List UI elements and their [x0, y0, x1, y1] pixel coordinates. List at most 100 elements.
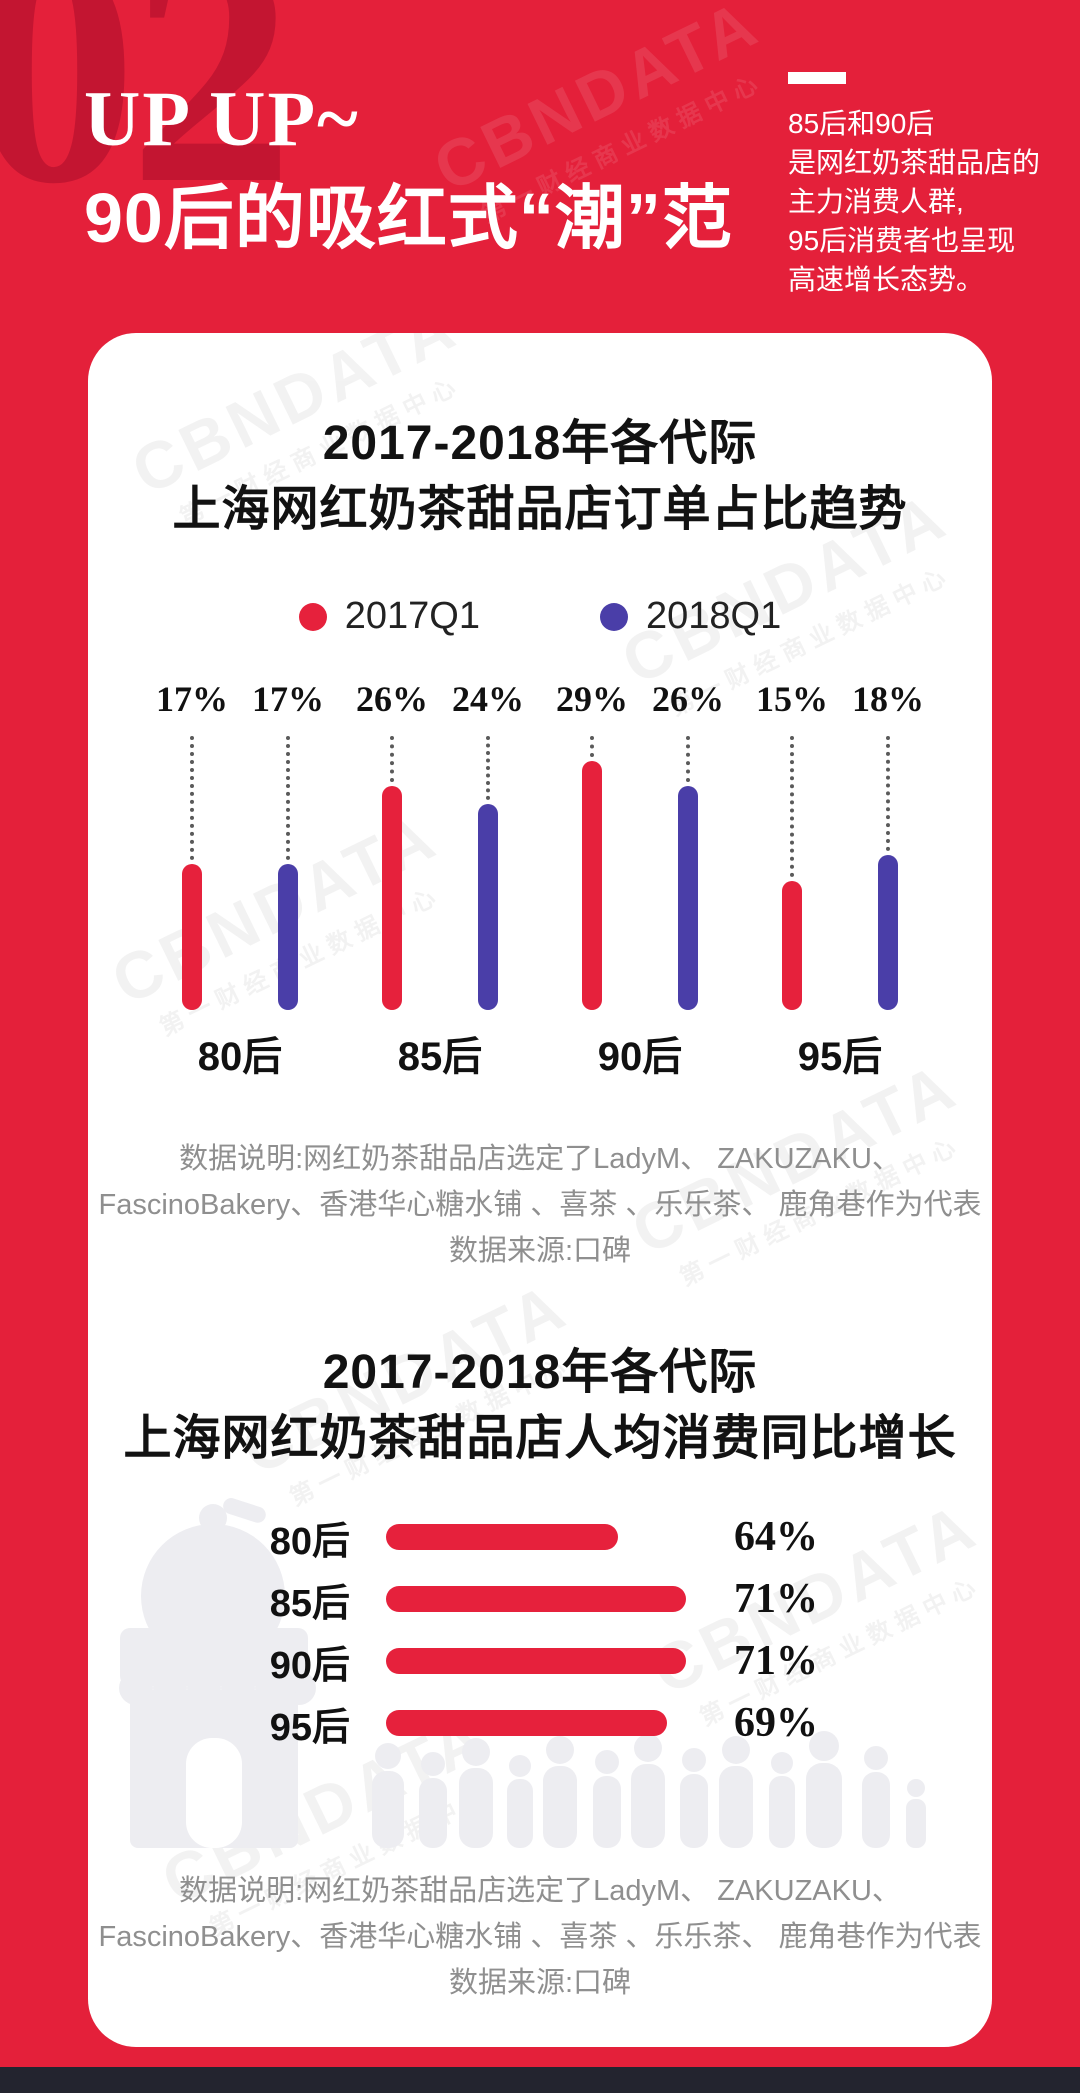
dotted-leader [790, 736, 794, 877]
bar-value-label: 64% [734, 1514, 818, 1560]
dotted-leader [486, 736, 490, 800]
vbar-group: 15% 18% 95后 [740, 678, 940, 1082]
bar-value-label: 15% [756, 679, 828, 719]
legend-item-2017q1: 2017Q1 [298, 595, 480, 638]
page-title-line2: 90后的吸红式“潮”范 [84, 178, 733, 257]
category-label: 85后 [397, 1035, 483, 1079]
bar [382, 786, 402, 1010]
bar [582, 761, 602, 1010]
bar-value-label: 17% [252, 679, 324, 719]
legend-dot-2017q1 [298, 602, 327, 631]
vbar-pair: 29% 26% [555, 678, 725, 1010]
vbar-group: 29% 26% 90后 [540, 678, 740, 1082]
bar [182, 864, 202, 1010]
note-line: 数据来源:口碑 [448, 1235, 632, 1267]
vbar-pair: 26% 24% [355, 678, 525, 1010]
bar-value-label: 17% [156, 679, 228, 719]
hbar-row: 85后 71% [220, 1568, 860, 1630]
chart2-notes: 数据说明:网红奶茶甜品店选定了LadyM、 ZAKUZAKU、 FascinoB… [88, 1868, 992, 2006]
intro-line: 95后消费者也呈现 [788, 225, 1016, 256]
hbar-zone [386, 1586, 706, 1612]
bar-value-label: 71% [734, 1638, 818, 1684]
vbar-column: 15% [755, 678, 829, 1010]
bar [386, 1648, 686, 1674]
dotted-leader [686, 736, 690, 782]
hbar-chart-section: 80后 64% 85后 71% 90后 71% 95后 69% [88, 1498, 992, 1848]
bar-value-label: 69% [734, 1700, 818, 1746]
vbar-column: 18% [851, 678, 925, 1010]
legend-item-2018q1: 2018Q1 [600, 595, 781, 638]
chart1-title-line1: 2017-2018年各代际 [322, 417, 758, 470]
note-line: FascinoBakery、香港华心糖水铺 、喜茶 、乐乐茶、 鹿角巷作为代表 [98, 1921, 982, 1953]
legend-dot-2018q1 [600, 602, 628, 631]
bar [386, 1524, 618, 1550]
bar [478, 804, 498, 1010]
dotted-leader [886, 736, 890, 851]
vbar-pair: 15% 18% [755, 678, 925, 1010]
note-line: 数据来源:口碑 [448, 1967, 632, 1999]
dessert-shop-and-queue-illustration [119, 1498, 926, 1848]
chart1-legend: 2017Q1 2018Q1 [88, 595, 992, 638]
hbar-zone [386, 1710, 706, 1736]
category-label: 90后 [269, 1644, 350, 1687]
dotted-leader [286, 736, 290, 860]
bar-value-label: 24% [452, 679, 524, 719]
bar-value-label: 26% [652, 679, 724, 719]
vbar-column: 26% [355, 678, 429, 1010]
vbar-group: 26% 24% 85后 [340, 678, 540, 1082]
bar [878, 855, 898, 1010]
bar [386, 1586, 686, 1612]
intro-dash [788, 72, 846, 84]
section-number: 02 [0, 0, 294, 252]
vbar-column: 24% [451, 678, 525, 1010]
category-label: 80后 [269, 1520, 350, 1563]
chart2-title-line2: 上海网红奶茶甜品店人均消费同比增长 [123, 1412, 957, 1465]
note-line: FascinoBakery、香港华心糖水铺 、喜茶 、乐乐茶、 鹿角巷作为代表 [98, 1189, 982, 1221]
note-line: 数据说明:网红奶茶甜品店选定了LadyM、 ZAKUZAKU、 [179, 1875, 901, 1907]
bar [782, 881, 802, 1010]
page-title-line1: UP UP~ [84, 75, 360, 162]
dotted-leader [390, 736, 394, 782]
vbar-column: 29% [555, 678, 629, 1010]
bar [678, 786, 698, 1010]
dotted-leader [590, 736, 594, 757]
dotted-leader [190, 736, 194, 860]
vbar-pair: 17% 17% [155, 678, 325, 1010]
chart1-title: 2017-2018年各代际 上海网红奶茶甜品店订单占比趋势 [88, 333, 992, 543]
hbar-row: 95后 69% [220, 1692, 860, 1754]
vbar-column: 26% [651, 678, 725, 1010]
hbar-zone [386, 1648, 706, 1674]
vbar-chart: 17% 17% 80后 26% 24% 85后 29% 26% 90后 15% 18% 95后 [88, 678, 992, 1082]
intro-line: 85后和90后 [788, 108, 935, 139]
category-label: 85后 [269, 1582, 350, 1625]
bar-value-label: 29% [556, 679, 628, 719]
chart1-notes: 数据说明:网红奶茶甜品店选定了LadyM、 ZAKUZAKU、 FascinoB… [88, 1136, 992, 1274]
bar-value-label: 71% [734, 1576, 818, 1622]
chart2-title: 2017-2018年各代际 上海网红奶茶甜品店人均消费同比增长 [88, 1340, 992, 1472]
vbar-group: 17% 17% 80后 [140, 678, 340, 1082]
hbar-row: 80后 64% [220, 1506, 860, 1568]
vbar-column: 17% [155, 678, 229, 1010]
intro-line: 高速增长态势。 [788, 264, 985, 295]
bar-value-label: 18% [852, 679, 924, 719]
hbar-zone [386, 1524, 706, 1550]
chart2-title-line1: 2017-2018年各代际 [322, 1346, 758, 1399]
category-label: 95后 [269, 1706, 350, 1749]
bar [278, 864, 298, 1010]
vbar-column: 17% [251, 678, 325, 1010]
content-card: CBNDATA 第一财经商业数据中心 CBNDATA 第一财经商业数据中心 CB… [88, 333, 992, 2047]
legend-label-2018q1: 2018Q1 [646, 595, 782, 637]
hbar-chart: 80后 64% 85后 71% 90后 71% 95后 69% [88, 1498, 992, 1754]
intro-line: 主力消费人群, [788, 186, 964, 217]
bottom-strip [0, 2067, 1080, 2093]
category-label: 95后 [797, 1035, 883, 1079]
hbar-row: 90后 71% [220, 1630, 860, 1692]
chart1-title-line2: 上海网红奶茶甜品店订单占比趋势 [172, 483, 908, 536]
intro-line: 是网红奶茶甜品店的 [788, 147, 1041, 178]
intro-block: 85后和90后 是网红奶茶甜品店的 主力消费人群, 95后消费者也呈现 高速增长… [788, 72, 1063, 299]
bar-value-label: 26% [356, 679, 428, 719]
category-label: 80后 [197, 1035, 283, 1079]
note-line: 数据说明:网红奶茶甜品店选定了LadyM、 ZAKUZAKU、 [179, 1143, 901, 1175]
bar [386, 1710, 667, 1736]
legend-label-2017q1: 2017Q1 [344, 595, 480, 637]
